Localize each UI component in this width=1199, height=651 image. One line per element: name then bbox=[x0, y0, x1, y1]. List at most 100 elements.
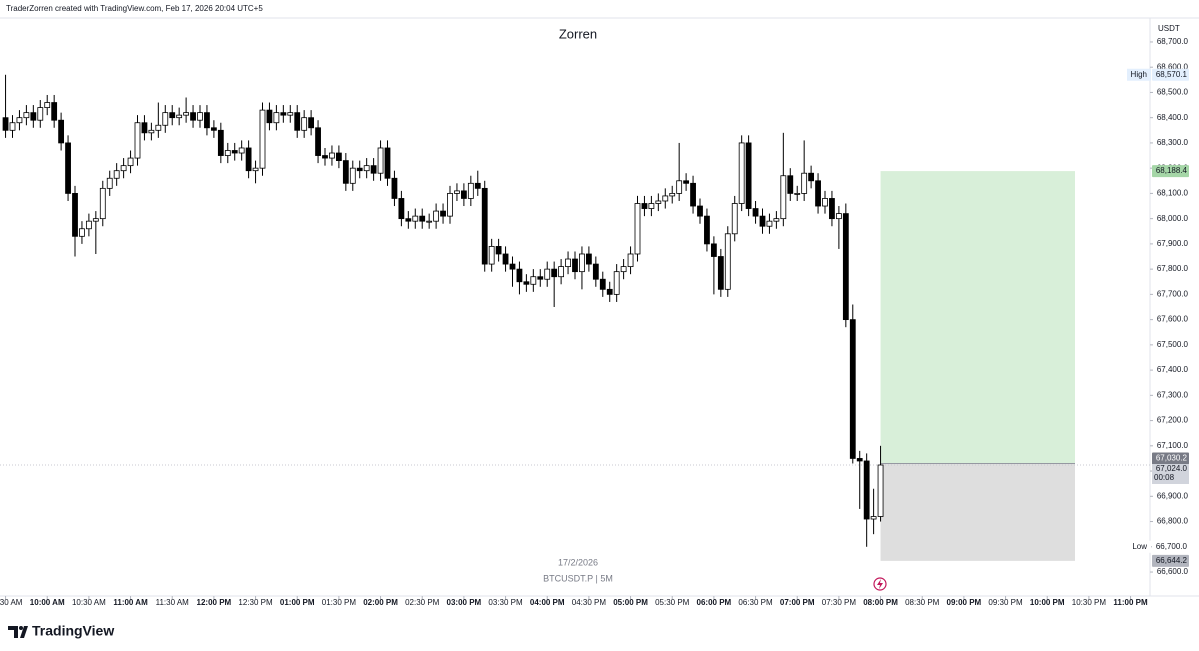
candle-body bbox=[419, 215, 426, 222]
x-tick-label: 03:30 PM bbox=[488, 598, 523, 607]
marker-name: High bbox=[1131, 70, 1147, 79]
candle-body bbox=[30, 112, 37, 121]
y-tick-label: 68,400.0 bbox=[1157, 113, 1189, 122]
x-tick-label: 06:00 PM bbox=[697, 598, 732, 607]
candle-body bbox=[155, 124, 162, 131]
y-tick-label: 68,600.0 bbox=[1157, 62, 1189, 71]
candle-body bbox=[766, 220, 773, 227]
candle-body bbox=[127, 157, 134, 167]
last-price-box bbox=[1152, 464, 1189, 485]
candle-body bbox=[863, 460, 870, 520]
candle-body bbox=[842, 213, 849, 321]
candle-body bbox=[342, 160, 349, 184]
candle-body bbox=[280, 112, 287, 116]
candle-body bbox=[391, 177, 398, 199]
event-icon bbox=[873, 577, 887, 591]
last-price-label: 67,024.0 bbox=[1156, 464, 1188, 473]
candle-body bbox=[287, 112, 294, 116]
candle-body bbox=[335, 152, 342, 161]
x-tick-label: 08:30 PM bbox=[905, 598, 940, 607]
y-tick-label: 67,200.0 bbox=[1157, 416, 1189, 425]
candle-body bbox=[370, 165, 377, 174]
x-tick-label: 11:00 AM bbox=[113, 598, 148, 607]
candle-body bbox=[23, 112, 30, 119]
currency: USDT bbox=[1158, 24, 1180, 33]
watermark-symbol: BTCUSDT.P | 5M bbox=[543, 573, 613, 583]
candle-body bbox=[238, 147, 245, 154]
candle-body bbox=[752, 208, 759, 217]
candle-body bbox=[745, 142, 752, 209]
candle-body bbox=[801, 172, 808, 194]
candle-body bbox=[273, 112, 280, 124]
x-tick-label: 10:00 PM bbox=[1030, 598, 1065, 607]
stop-box bbox=[1152, 554, 1189, 567]
stop-label: 66,644.2 bbox=[1156, 556, 1188, 565]
y-tick-label: 68,000.0 bbox=[1157, 214, 1189, 223]
candle-body bbox=[99, 187, 106, 220]
candle-body bbox=[308, 117, 315, 129]
candle-body bbox=[481, 187, 488, 265]
x-tick-label: 11:00 PM bbox=[1113, 598, 1148, 607]
candle-body bbox=[585, 253, 592, 265]
brand: TradingView bbox=[32, 623, 114, 639]
candle-body bbox=[759, 215, 766, 227]
marker-name: Low bbox=[1132, 542, 1147, 551]
marker-box bbox=[1152, 68, 1189, 81]
candle-body bbox=[183, 112, 190, 116]
candle-body bbox=[190, 112, 196, 121]
candle-body bbox=[697, 205, 703, 217]
candle-body bbox=[808, 172, 815, 182]
candle-body bbox=[259, 109, 266, 169]
y-tick-label: 66,900.0 bbox=[1157, 491, 1189, 500]
marker-label: 68,570.1 bbox=[1156, 70, 1188, 79]
x-tick-label: 11:30 AM bbox=[156, 598, 190, 607]
candle-body bbox=[301, 117, 308, 131]
candle-body bbox=[662, 195, 669, 202]
candle-body bbox=[85, 220, 92, 230]
candle-body bbox=[544, 268, 551, 280]
x-tick-label: 04:00 PM bbox=[530, 598, 565, 607]
plot bbox=[0, 74, 1150, 561]
candle-body bbox=[356, 167, 363, 172]
x-tick-label: 10:00 AM bbox=[30, 598, 65, 607]
x-tick-label: 08:00 PM bbox=[863, 598, 898, 607]
candle-body bbox=[467, 182, 474, 199]
candle-body bbox=[433, 210, 440, 222]
x-tick-label: 12:00 PM bbox=[197, 598, 232, 607]
candle-body bbox=[322, 155, 328, 159]
candle-body bbox=[620, 266, 627, 273]
candle-body bbox=[440, 210, 446, 217]
candle-body bbox=[669, 193, 676, 197]
marker-box bbox=[1152, 540, 1189, 553]
y-tick-label: 67,600.0 bbox=[1157, 315, 1189, 324]
x-tick-label: 06:30 PM bbox=[738, 598, 773, 607]
x-tick-label: 10:30 AM bbox=[72, 598, 106, 607]
marker-name-box bbox=[1127, 68, 1151, 81]
candle-body bbox=[509, 263, 516, 270]
candle-body bbox=[731, 203, 738, 235]
candle-body bbox=[488, 246, 495, 265]
candle-body bbox=[113, 170, 120, 179]
credit: TraderZorren created with TradingView.co… bbox=[6, 4, 263, 13]
y-tick-label: 67,300.0 bbox=[1157, 390, 1189, 399]
candle-body bbox=[592, 263, 599, 280]
candle-body bbox=[655, 200, 662, 204]
candle-body bbox=[134, 122, 141, 159]
candle-body bbox=[384, 147, 391, 179]
x-tick-label: 05:30 PM bbox=[655, 598, 690, 607]
candle-body bbox=[787, 175, 794, 194]
candle-body bbox=[835, 213, 842, 220]
watermark-date: 17/2/2026 bbox=[558, 557, 598, 567]
candle-body bbox=[315, 127, 321, 156]
y-tick-label: 67,700.0 bbox=[1157, 289, 1189, 298]
y-tick-label: 67,100.0 bbox=[1157, 441, 1189, 450]
candle-body bbox=[169, 112, 176, 119]
candle-body bbox=[426, 220, 433, 223]
marker-name-box bbox=[1127, 540, 1151, 553]
candle-body bbox=[224, 150, 231, 156]
x-tick-label: 12:30 PM bbox=[238, 598, 273, 607]
candle-body bbox=[780, 175, 787, 220]
target-zone bbox=[880, 171, 1075, 464]
